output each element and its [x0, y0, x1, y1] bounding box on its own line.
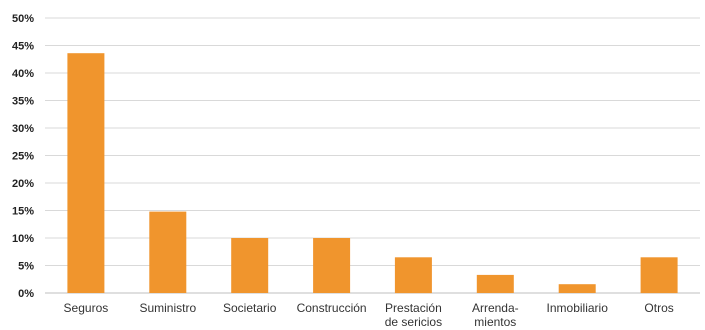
y-tick-label: 15%: [12, 206, 34, 218]
y-tick-label: 10%: [12, 233, 34, 245]
bar: [640, 257, 678, 294]
x-tick-label: Societario: [223, 301, 277, 315]
x-tick-label: Inmobiliario: [547, 301, 609, 315]
x-tick-label-line: Societario: [223, 301, 277, 315]
x-tick-label-line: Otros: [644, 301, 673, 315]
y-tick-label: 30%: [12, 123, 34, 135]
x-tick-label-line: Seguros: [64, 301, 109, 315]
x-tick-label: Suministro: [139, 301, 196, 315]
bar: [558, 284, 596, 293]
bar: [67, 53, 105, 294]
y-axis-ticks: 0% 5% 10% 15% 20% 25% 30% 35% 40% 45% 50%: [12, 13, 34, 300]
x-tick-label-line: de sericios: [385, 315, 442, 329]
x-tick-label: Construcción: [297, 301, 367, 315]
y-tick-label: 5%: [18, 261, 34, 273]
y-tick-label: 50%: [12, 13, 34, 25]
y-tick-label: 40%: [12, 68, 34, 80]
y-tick-label: 20%: [12, 178, 34, 190]
x-tick-label-line: Suministro: [139, 301, 196, 315]
x-tick-label: Seguros: [64, 301, 109, 315]
bar: [476, 274, 514, 293]
bar: [149, 211, 187, 293]
x-tick-label-line: mientos: [474, 315, 516, 329]
x-tick-label: Otros: [644, 301, 673, 315]
y-tick-label: 45%: [12, 41, 34, 53]
bar: [313, 238, 351, 293]
bars: [67, 53, 678, 294]
x-tick-label: Arrenda-mientos: [472, 301, 519, 329]
x-tick-label: Prestación de sericios: [385, 301, 442, 329]
gridlines: [45, 17, 700, 294]
bar: [394, 257, 432, 294]
x-axis-ticks: Seguros Suministro Societario Construcción P…: [64, 301, 674, 329]
y-tick-label: 25%: [12, 151, 34, 163]
bar: [231, 238, 269, 293]
y-tick-label: 35%: [12, 96, 34, 108]
x-tick-label-line: Arrenda-: [472, 301, 519, 315]
x-tick-label-line: Inmobiliario: [547, 301, 609, 315]
x-tick-label-line: Prestación: [385, 301, 442, 315]
x-tick-label-line: Construcción: [297, 301, 367, 315]
y-tick-label: 0%: [18, 288, 34, 300]
